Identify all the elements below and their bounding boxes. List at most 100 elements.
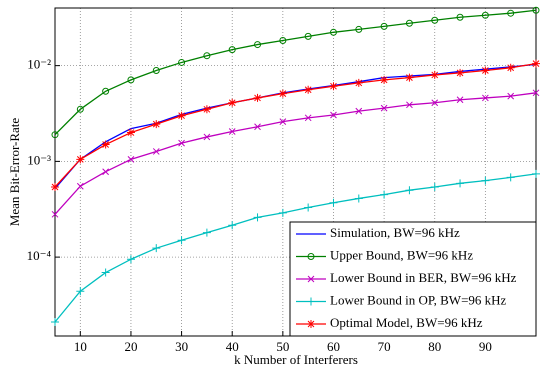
marker: [152, 148, 160, 155]
marker: [202, 228, 211, 237]
marker: [279, 37, 287, 45]
marker: [101, 268, 110, 277]
x-axis-label: k Number of Interferers: [234, 352, 358, 367]
x-tick-label: 90: [479, 339, 492, 354]
legend-marker: [307, 297, 315, 306]
x-tick-label: 20: [124, 339, 137, 354]
marker: [456, 13, 464, 21]
marker: [304, 32, 312, 40]
marker: [152, 120, 161, 129]
marker: [456, 68, 465, 77]
marker: [177, 111, 186, 120]
y-tick-label: 10⁻²: [27, 57, 51, 72]
marker: [456, 96, 464, 104]
marker: [203, 52, 211, 60]
marker: [380, 190, 389, 199]
x-tick-label: 70: [378, 339, 391, 354]
marker: [102, 168, 109, 176]
marker: [76, 155, 85, 164]
legend-label: Optimal Model, BW=96 kHz: [330, 315, 483, 330]
marker: [330, 111, 337, 119]
marker: [253, 93, 262, 102]
marker: [329, 28, 337, 36]
marker: [76, 182, 84, 190]
x-tick-label: 50: [276, 339, 289, 354]
x-tick-label: 80: [428, 339, 441, 354]
marker: [253, 213, 262, 222]
marker: [507, 9, 515, 17]
marker: [51, 183, 59, 192]
marker: [430, 70, 439, 79]
marker: [354, 194, 363, 203]
marker: [405, 19, 413, 27]
marker: [431, 16, 439, 24]
marker: [304, 203, 313, 212]
marker: [152, 244, 161, 253]
marker: [354, 78, 363, 87]
marker: [76, 105, 84, 113]
marker: [178, 139, 185, 147]
marker: [228, 46, 236, 54]
marker: [278, 208, 287, 217]
marker: [532, 169, 540, 178]
legend-label: Lower Bound in OP, BW=96 kHz: [330, 292, 507, 307]
marker: [102, 87, 110, 95]
legend-box: [289, 221, 537, 337]
marker: [430, 183, 439, 192]
marker: [76, 287, 85, 296]
marker: [481, 66, 490, 75]
line: [54, 173, 537, 323]
marker: [329, 198, 338, 207]
marker: [304, 114, 312, 122]
legend-label: Simulation, BW=96 kHz: [330, 225, 460, 240]
marker: [481, 176, 490, 185]
x-tick-label: 10: [74, 339, 87, 354]
marker: [51, 210, 59, 218]
marker: [228, 221, 237, 230]
marker: [532, 6, 540, 14]
legend-label: Upper Bound, BW=96 kHz: [330, 247, 473, 262]
x-tick-label: 40: [226, 339, 239, 354]
marker: [279, 118, 287, 126]
marker: [380, 104, 388, 112]
marker: [481, 11, 489, 19]
marker: [456, 179, 465, 188]
marker: [203, 133, 211, 141]
marker: [178, 58, 186, 66]
y-axis-label: Mean Bit-Error-Rate: [7, 118, 22, 227]
marker: [355, 107, 363, 115]
marker: [51, 318, 59, 327]
marker: [405, 186, 414, 195]
marker: [507, 92, 515, 100]
marker: [51, 131, 59, 139]
marker: [126, 255, 135, 264]
marker: [278, 89, 287, 98]
marker: [406, 101, 413, 109]
line: [54, 92, 537, 215]
x-tick-label: 30: [175, 339, 188, 354]
x-tick-label: 60: [327, 339, 340, 354]
marker: [152, 66, 160, 74]
marker: [506, 173, 515, 182]
line: [54, 63, 537, 189]
marker: [101, 140, 110, 149]
marker: [380, 22, 388, 30]
marker: [126, 128, 135, 137]
marker: [254, 41, 262, 49]
marker: [431, 99, 439, 107]
line: [54, 9, 537, 136]
marker: [127, 155, 135, 163]
y-tick-label: 10⁻⁴: [27, 248, 52, 263]
marker: [482, 94, 489, 102]
marker: [405, 73, 414, 82]
legend-marker: [307, 320, 315, 328]
marker: [254, 123, 261, 131]
marker: [380, 75, 389, 84]
marker: [506, 63, 515, 72]
marker: [228, 98, 237, 107]
marker: [532, 59, 540, 68]
marker: [304, 85, 313, 94]
y-tick-label: 10⁻³: [27, 152, 51, 167]
marker: [532, 89, 540, 97]
